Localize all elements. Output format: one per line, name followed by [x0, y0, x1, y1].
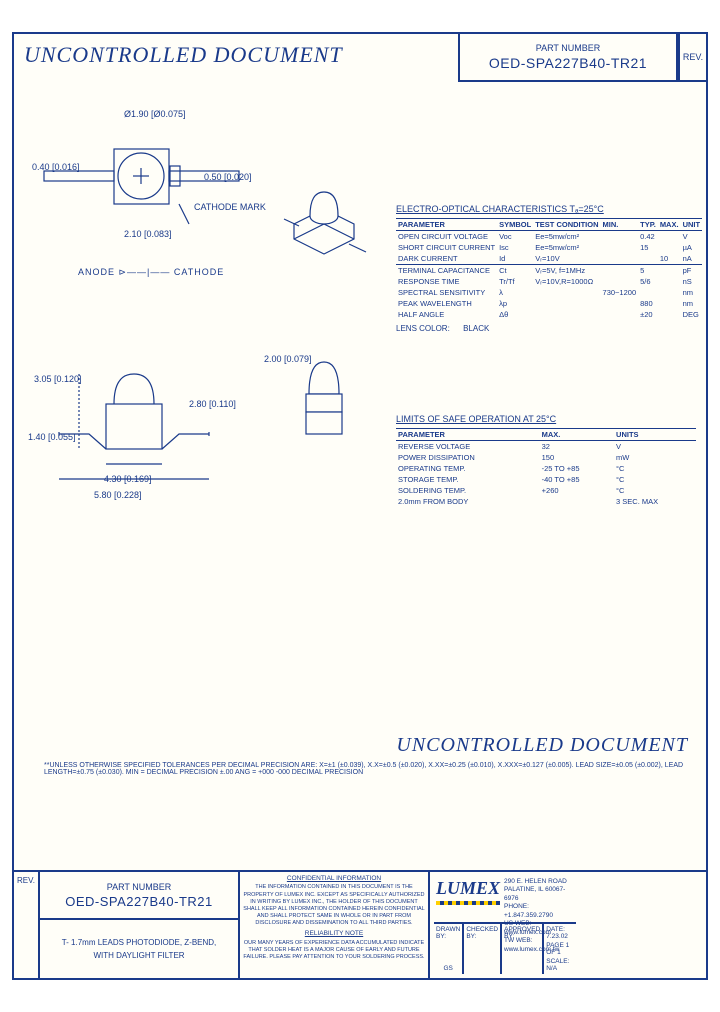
- conf-title: CONFIDENTIAL INFORMATION: [243, 875, 425, 883]
- dim-w-overall: 5.80 [0.228]: [94, 490, 142, 500]
- dim-diameter: Ø1.90 [Ø0.075]: [124, 109, 186, 119]
- logo-bar: [436, 901, 500, 905]
- watermark-top: UNCONTROLLED DOCUMENT: [24, 42, 343, 68]
- bb-pn-top: PART NUMBER OED-SPA227B40-TR21: [40, 872, 238, 920]
- bottom-title-block: REV. PART NUMBER OED-SPA227B40-TR21 T- 1…: [12, 870, 708, 980]
- date-l: DATE:: [546, 926, 565, 933]
- addr2: PALATINE, IL 60067-6976: [504, 886, 574, 903]
- page-l: PAGE: [546, 942, 564, 949]
- drawn-val: GS: [436, 965, 460, 972]
- title-block-top: PART NUMBER OED-SPA227B40-TR21 REV.: [458, 32, 708, 82]
- tolerance-note: **UNLESS OTHERWISE SPECIFIED TOLERANCES …: [44, 762, 706, 776]
- dim-w-body: 4.30 [0.169]: [104, 474, 152, 484]
- char-table-content: PARAMETERSYMBOLTEST CONDITIONMIN.TYP.MAX…: [396, 218, 702, 320]
- pn-label: PART NUMBER: [536, 43, 601, 53]
- bb-pn-label: PART NUMBER: [107, 882, 172, 892]
- drawn-label: DRAWN BY:: [436, 926, 460, 940]
- watermark-bottom: UNCONTROLLED DOCUMENT: [396, 734, 688, 757]
- date-v: 7.23.02: [546, 933, 568, 940]
- iso-view-drawing: [274, 184, 374, 274]
- bb-rev-col: REV.: [14, 872, 40, 978]
- lumex-logo: LUMEX: [436, 878, 500, 899]
- rel-title: RELIABILITY NOTE: [243, 930, 425, 938]
- anode-cathode-symbol: ANODE ⊳——|—— CATHODE: [78, 267, 224, 278]
- phone: PHONE: +1.847.359.2790: [504, 903, 574, 920]
- dim-lead-h: 1.40 [0.055]: [28, 432, 76, 442]
- lens-color-row: LENS COLOR: BLACK: [396, 324, 696, 333]
- desc-line1: T- 1.7mm LEADS PHOTODIODE, Z-BEND,: [62, 938, 217, 947]
- limits-table: LIMITS OF SAFE OPERATION AT 25°C PARAMET…: [396, 414, 696, 507]
- rev-box: REV.: [678, 32, 708, 82]
- dim-h-body: 2.80 [0.110]: [189, 399, 236, 409]
- logo-block: LUMEX: [436, 878, 500, 920]
- lens-value: BLACK: [463, 324, 489, 333]
- checked-by-cell: CHECKED BY:: [464, 924, 502, 974]
- approved-by-cell: APPROVED BY:: [502, 924, 544, 974]
- dim-h-overall: 3.05 [0.120]: [34, 374, 82, 384]
- bb-logo-col: LUMEX 290 E. HELEN ROAD PALATINE, IL 600…: [430, 872, 580, 978]
- char-table-title: ELECTRO-OPTICAL CHARACTERISTICS Tₐ=25°C: [396, 204, 696, 214]
- signoff-row: DRAWN BY: GS CHECKED BY: APPROVED BY: DA…: [434, 924, 576, 974]
- scale-l: SCALE:: [546, 958, 569, 965]
- rel-text: OUR MANY YEARS OF EXPERIENCE DATA ACCUMU…: [243, 940, 425, 961]
- rev-label: REV.: [683, 52, 703, 62]
- led-side-drawing: [294, 354, 354, 454]
- cathode-mark-label: CATHODE MARK: [194, 202, 266, 212]
- logo-addr-row: LUMEX 290 E. HELEN ROAD PALATINE, IL 600…: [434, 876, 576, 924]
- drawn-by-cell: DRAWN BY: GS: [434, 924, 464, 974]
- datasheet-page: UNCONTROLLED DOCUMENT UNCONTROLLED DOCUM…: [12, 32, 708, 980]
- date-page-scale-cell: DATE: 7.23.02 PAGE 1 OF 1 SCALE: N/A: [544, 924, 576, 974]
- checked-label: CHECKED BY:: [466, 926, 498, 940]
- approved-label: APPROVED BY:: [504, 926, 540, 940]
- bb-pn-col: PART NUMBER OED-SPA227B40-TR21 T- 1.7mm …: [40, 872, 240, 978]
- bb-conf-col: CONFIDENTIAL INFORMATION THE INFORMATION…: [240, 872, 430, 978]
- dim-bottom: 2.10 [0.083]: [124, 229, 172, 239]
- desc-line2: WITH DAYLIGHT FILTER: [93, 951, 184, 960]
- addr1: 290 E. HELEN ROAD: [504, 878, 574, 886]
- characteristics-table: ELECTRO-OPTICAL CHARACTERISTICS Tₐ=25°C …: [396, 204, 696, 333]
- pn-value: OED-SPA227B40-TR21: [489, 55, 647, 71]
- address-block: 290 E. HELEN ROAD PALATINE, IL 60067-697…: [504, 878, 574, 920]
- dim-right: 0.50 [0.020]: [204, 172, 252, 182]
- lens-label: LENS COLOR:: [396, 324, 450, 333]
- scale-v: N/A: [546, 965, 557, 972]
- bb-description: T- 1.7mm LEADS PHOTODIODE, Z-BEND, WITH …: [40, 920, 238, 978]
- limits-table-content: PARAMETERMAX.UNITS REVERSE VOLTAGE32VPOW…: [396, 428, 696, 507]
- part-number-box: PART NUMBER OED-SPA227B40-TR21: [458, 32, 678, 82]
- dim-left: 0.40 [0.016]: [32, 162, 80, 172]
- limits-table-title: LIMITS OF SAFE OPERATION AT 25°C: [396, 414, 696, 424]
- conf-text: THE INFORMATION CONTAINED IN THIS DOCUME…: [243, 884, 425, 927]
- bb-rev-label: REV.: [17, 876, 35, 885]
- bb-pn-value: OED-SPA227B40-TR21: [65, 894, 213, 909]
